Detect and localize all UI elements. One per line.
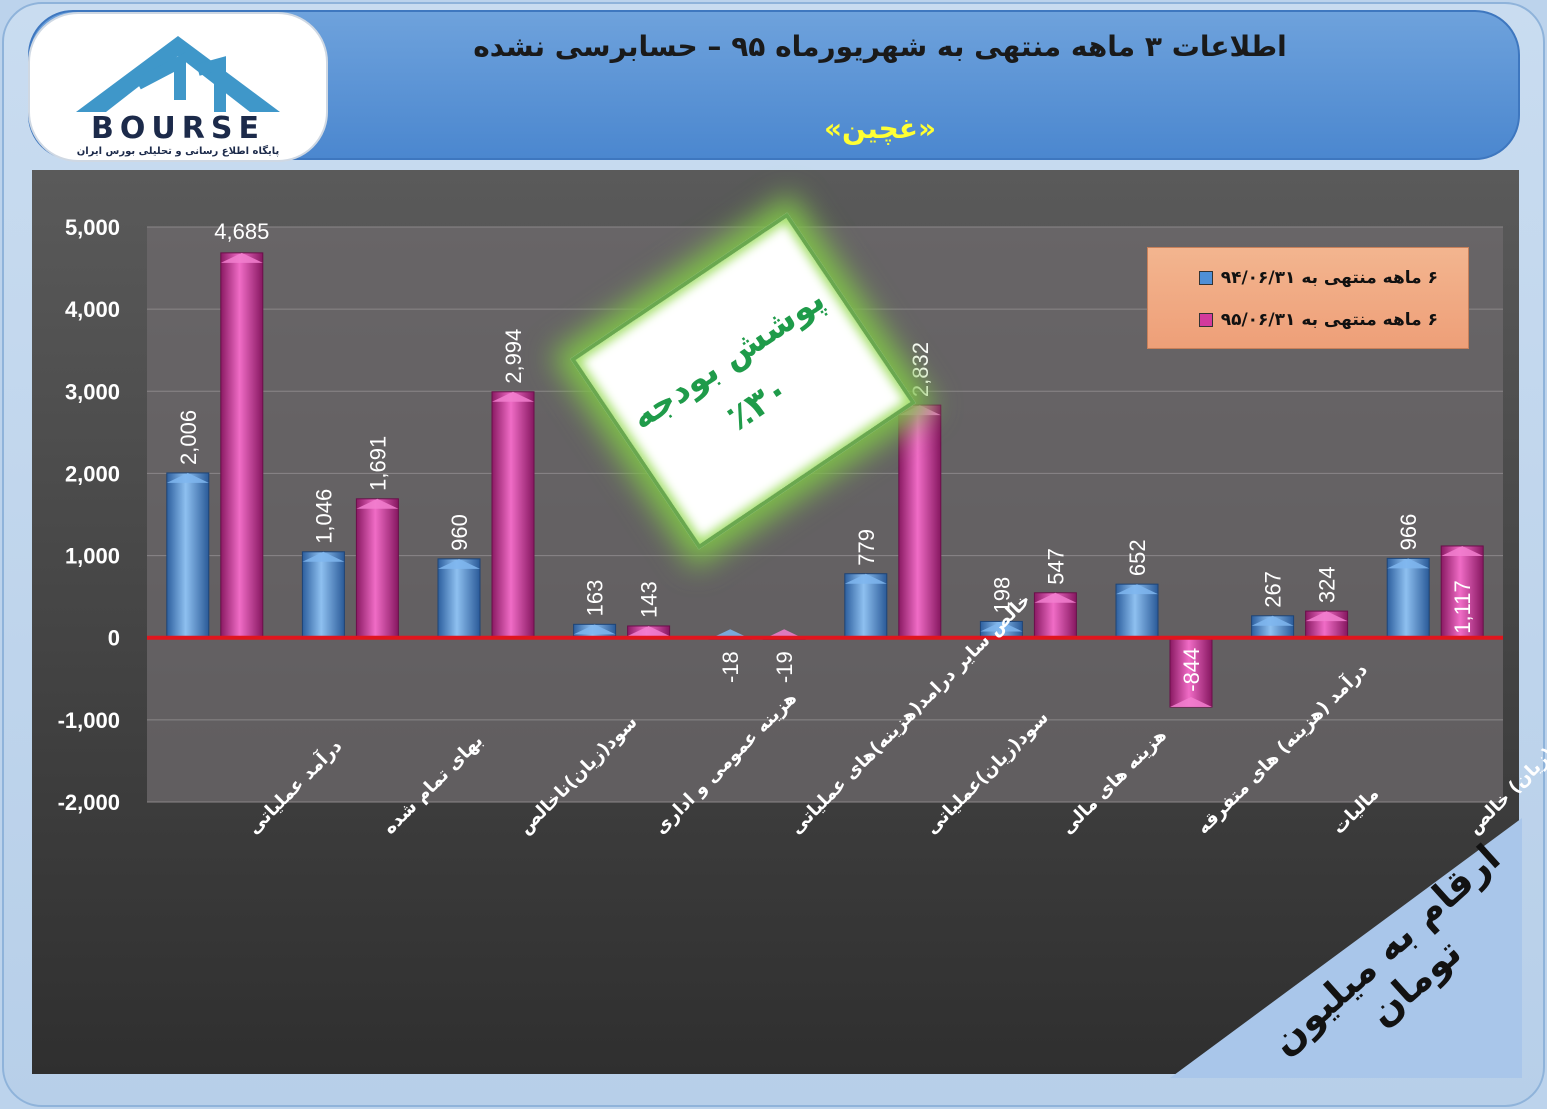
bar-cap: [492, 391, 534, 402]
bar-cap: [573, 624, 616, 635]
legend-swatch-blue-icon: [1198, 271, 1213, 285]
bar-cap: [1034, 592, 1077, 603]
value-label: 2,006: [176, 410, 201, 465]
bar-cap: [356, 498, 399, 509]
bar-series-1: [437, 558, 481, 639]
page-title: اطلاعات ۳ ماهه منتهی به شهریورماه ۹۵ – ح…: [473, 30, 1287, 63]
value-label: 4,685: [214, 219, 269, 244]
value-label: 1,046: [311, 489, 336, 544]
bar-series-1: [844, 573, 888, 639]
bar-cap: [1170, 697, 1212, 708]
value-label: 2,994: [501, 329, 526, 384]
bar-cap: [220, 252, 263, 263]
value-label: 1,691: [365, 436, 390, 491]
value-label: 163: [583, 580, 608, 617]
value-label: 547: [1043, 548, 1068, 585]
bourse-logo: BOURSE پایگاه اطلاع رسانی و تحلیلی بورس …: [28, 12, 328, 162]
y-tick-label: -2,000: [58, 790, 120, 815]
bar-series-2: [491, 391, 535, 639]
logo-subtitle: پایگاه اطلاع رسانی و تحلیلی بورس ایران: [76, 146, 280, 157]
value-label: 652: [1125, 539, 1150, 576]
value-label: 267: [1261, 571, 1286, 608]
legend-label-series-1: ۶ ماهه منتهی به ۹۴/۰۶/۳۱: [1220, 268, 1438, 288]
bar-cap: [844, 573, 887, 584]
bar-cap: [1441, 545, 1484, 556]
company-name: «غچین»: [823, 112, 937, 145]
value-label: 1,117: [1450, 580, 1475, 633]
bar-series-2: [1169, 637, 1213, 708]
y-tick-label: 1,000: [65, 544, 120, 569]
bar-series-2: [220, 252, 264, 639]
value-label: 960: [447, 514, 472, 551]
bar-series-2: [355, 498, 399, 639]
value-label: 779: [854, 529, 879, 566]
bar-cap: [980, 621, 1023, 632]
y-tick-label: -1,000: [58, 708, 120, 733]
value-label: -19: [772, 651, 797, 683]
value-label: 143: [637, 581, 662, 618]
bar-cap: [1305, 611, 1348, 622]
value-label: -18: [718, 651, 743, 683]
value-label: 324: [1315, 566, 1340, 603]
logo-text: BOURSE: [91, 111, 265, 146]
bar-series-1: [301, 551, 345, 639]
bar-cap: [166, 472, 209, 483]
value-label: 966: [1396, 514, 1421, 551]
y-tick-label: 4,000: [65, 297, 120, 322]
bar-series-1: [1386, 557, 1430, 639]
bar-cap: [898, 405, 941, 416]
value-label: 198: [989, 577, 1014, 614]
bar-cap: [1116, 584, 1158, 595]
legend-item-series-2: ۶ ماهه منتهی به ۹۵/۰۶/۳۱: [1198, 310, 1438, 330]
y-tick-label: 2,000: [65, 461, 120, 486]
logo-mark-icon: [76, 36, 280, 112]
bar-cap: [627, 625, 670, 636]
value-label: -844: [1179, 648, 1204, 692]
bar-cap: [1251, 615, 1294, 626]
bar-cap: [1387, 558, 1430, 569]
legend-swatch-pink-icon: [1198, 313, 1213, 327]
bar-series-2: [898, 404, 942, 639]
bar-cap: [302, 551, 345, 562]
value-label: 2,832: [908, 342, 933, 397]
bar-cap: [438, 558, 480, 569]
y-tick-label: 0: [108, 626, 120, 651]
bar-series-1: [166, 472, 210, 639]
chart-legend: ۶ ماهه منتهی به ۹۴/۰۶/۳۱ ۶ ماهه منتهی به…: [1147, 247, 1469, 349]
legend-item-series-1: ۶ ماهه منتهی به ۹۴/۰۶/۳۱: [1198, 268, 1438, 288]
y-tick-label: 5,000: [65, 215, 120, 240]
legend-label-series-2: ۶ ماهه منتهی به ۹۵/۰۶/۳۱: [1220, 310, 1438, 330]
y-tick-label: 3,000: [65, 379, 120, 404]
